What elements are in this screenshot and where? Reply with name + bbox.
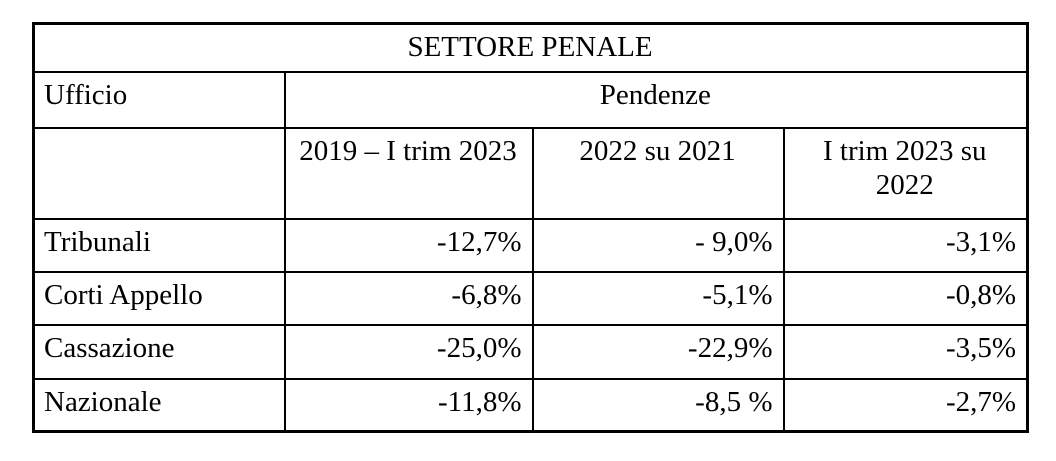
table-row-cassazione: Cassazione -25,0% -22,9% -3,5% — [32, 323, 1029, 380]
subheader-period-2022-2021: 2022 su 2021 — [531, 126, 785, 220]
value-cell: -22,9% — [531, 323, 785, 380]
table-row-nazionale: Nazionale -11,8% -8,5 % -2,7% — [32, 377, 1029, 433]
header-pendenze: Pendenze — [283, 70, 1029, 129]
subheader-period-2019-2023: 2019 – I trim 2023 — [283, 126, 534, 220]
subheader-period-trim2023-2022: I trim 2023 su 2022 — [782, 126, 1029, 220]
value-cell: - 9,0% — [531, 217, 785, 273]
settore-penale-table: SETTORE PENALE Ufficio Pendenze 2019 – I… — [32, 22, 1030, 433]
table-row-corti-appello: Corti Appello -6,8% -5,1% -0,8% — [32, 270, 1029, 326]
value-cell: -3,5% — [782, 323, 1029, 380]
row-label: Nazionale — [32, 377, 286, 433]
header-ufficio: Ufficio — [32, 70, 286, 129]
subheader-empty-cell — [32, 126, 286, 220]
value-cell: -12,7% — [283, 217, 534, 273]
table-subheader-row: 2019 – I trim 2023 2022 su 2021 I trim 2… — [32, 126, 1029, 220]
value-cell: -8,5 % — [531, 377, 785, 433]
value-cell: -0,8% — [782, 270, 1029, 326]
table-group-header-row: Ufficio Pendenze — [32, 70, 1029, 129]
table-title: SETTORE PENALE — [32, 22, 1029, 73]
row-label: Corti Appello — [32, 270, 286, 326]
value-cell: -25,0% — [283, 323, 534, 380]
value-cell: -5,1% — [531, 270, 785, 326]
value-cell: -11,8% — [283, 377, 534, 433]
table-row-tribunali: Tribunali -12,7% - 9,0% -3,1% — [32, 217, 1029, 273]
value-cell: -2,7% — [782, 377, 1029, 433]
row-label: Cassazione — [32, 323, 286, 380]
value-cell: -6,8% — [283, 270, 534, 326]
value-cell: -3,1% — [782, 217, 1029, 273]
table-title-row: SETTORE PENALE — [32, 22, 1029, 73]
row-label: Tribunali — [32, 217, 286, 273]
